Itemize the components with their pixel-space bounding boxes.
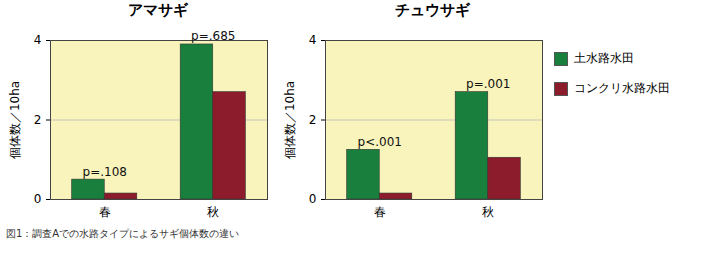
svg-text:2: 2: [34, 113, 42, 127]
html-text:図1：調査Aでの水路タイプによるサギ個体数の違い: 図1：調査Aでの水路タイプによるサギ個体数の違い: [6, 228, 240, 239]
svg-text:4: 4: [34, 33, 42, 47]
svg-text:p<.001: p<.001: [358, 135, 402, 149]
svg-text:p=.108: p=.108: [83, 165, 127, 179]
svg-text:p=.001: p=.001: [466, 77, 510, 91]
svg-text:秋: 秋: [482, 205, 494, 219]
svg-text:2: 2: [309, 113, 317, 127]
svg-text:春: 春: [99, 205, 111, 219]
svg-text:秋: 秋: [207, 205, 219, 219]
svg-text:4: 4: [309, 33, 317, 47]
html-text:コンクリ水路水田: コンクリ水路水田: [574, 81, 670, 95]
svg-text:個体数／10ha: 個体数／10ha: [283, 81, 297, 159]
html-text:アマサギ: アマサギ: [127, 1, 188, 19]
svg-text:個体数／10ha: 個体数／10ha: [8, 81, 22, 159]
svg-text:p=.685: p=.685: [191, 29, 235, 43]
html-text:チュウサギ: チュウサギ: [395, 1, 470, 19]
svg-text:春: 春: [374, 205, 386, 219]
svg-text:0: 0: [34, 192, 42, 206]
svg-text:0: 0: [309, 192, 317, 206]
html-text:土水路水田: 土水路水田: [574, 51, 634, 65]
